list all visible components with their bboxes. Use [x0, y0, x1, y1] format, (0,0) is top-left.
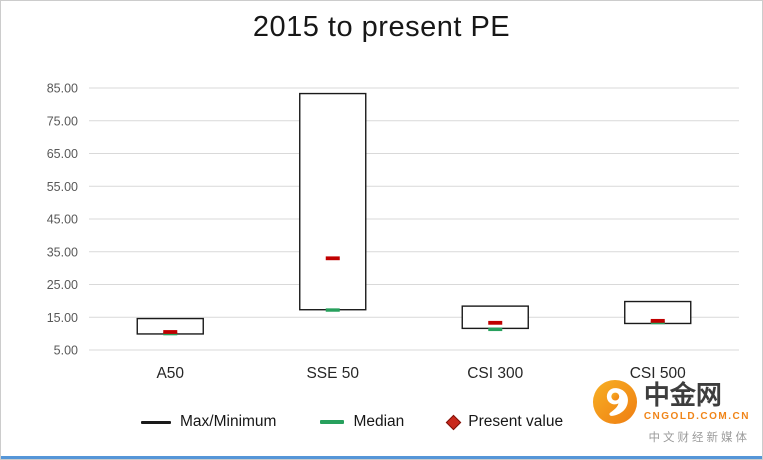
legend-item-median: Median [320, 413, 404, 431]
brand-name: 中金网 [643, 380, 722, 411]
legend: Max/Minimum Median Present value [141, 413, 563, 431]
brand-row: 中金网 CNGOLD.COM.CN [592, 379, 750, 425]
present-value-legend-marker [446, 414, 462, 430]
cngold-logo-icon [592, 379, 637, 425]
min-max-box [299, 92, 367, 311]
cngold-watermark: 中金网 CNGOLD.COM.CN 中文财经新媒体 [592, 379, 750, 445]
x-axis-label: CSI 500 [630, 365, 686, 382]
bottom-accent-bar [1, 456, 762, 459]
y-axis-tick-label: 65.00 [47, 147, 78, 161]
legend-label-max-minimum: Max/Minimum [180, 413, 277, 430]
min-max-box [461, 305, 529, 330]
legend-label-median: Median [353, 413, 405, 430]
max-minimum-legend-marker [141, 420, 171, 424]
y-axis-tick-label: 35.00 [47, 245, 78, 259]
legend-item-present-value: Present value [446, 413, 564, 431]
y-axis-tick-label: 15.00 [47, 311, 78, 325]
y-axis-tick-label: 45.00 [47, 213, 78, 227]
x-axis-label: A50 [156, 365, 184, 382]
brand-tagline: 中文财经新媒体 [648, 432, 750, 444]
y-axis-tick-label: 5.00 [54, 344, 78, 358]
brand-domain: CNGOLD.COM.CN [643, 410, 750, 422]
x-axis-label: SSE 50 [306, 365, 359, 382]
y-axis-tick-label: 75.00 [47, 114, 78, 128]
legend-label-present-value: Present value [468, 413, 564, 430]
y-axis-tick-label: 25.00 [47, 278, 78, 292]
chart-title: 2015 to present PE [252, 11, 511, 43]
y-axis-tick-label: 85.00 [47, 82, 78, 96]
y-axis-tick-label: 55.00 [47, 180, 78, 194]
legend-item-max-minimum: Max/Minimum [141, 413, 276, 431]
x-axis-label: CSI 300 [467, 365, 523, 382]
median-legend-marker [320, 420, 345, 424]
brand-text: 中金网 CNGOLD.COM.CN [643, 380, 750, 422]
